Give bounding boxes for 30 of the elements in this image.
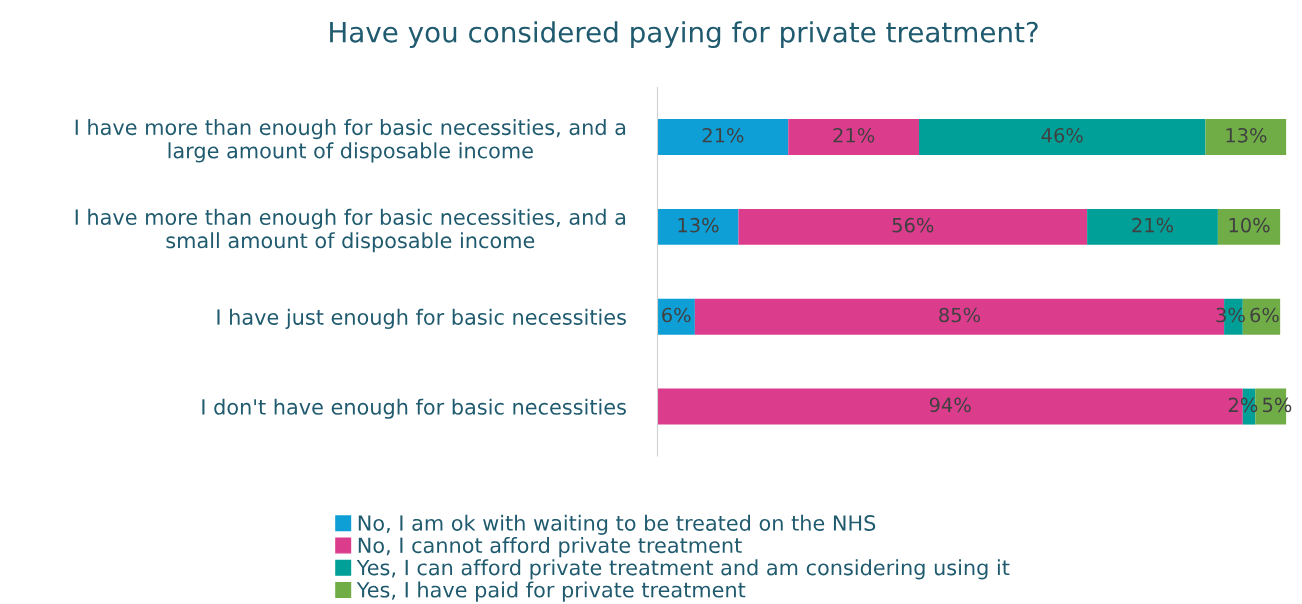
bar [1217,208,1281,245]
data-label: 13% [678,217,719,233]
data-label: 6% [662,307,691,323]
data-label: 2% [1228,397,1258,413]
data-label: 21% [702,127,744,143]
data-label: 56% [892,217,934,233]
legend-label: No, I am ok with waiting to be treated on the NHS [358,514,876,535]
chart-title: Have you considered paying for private treatment? [330,21,1038,49]
data-label: 94% [929,397,971,413]
y-tick-label: I don't have enough for basic necessities [202,398,626,419]
bar [1087,208,1218,245]
bar [919,119,1206,155]
bar [788,119,920,155]
bar [1205,119,1287,155]
legend-label: Yes, I have paid for private treatment [356,581,746,602]
data-label: 21% [833,127,875,143]
y-tick-label: I have more than enough for basic necessities, and a large amount of disposable income [75,119,626,163]
bar [657,119,789,155]
legend-label: Yes, I can afford private treatment and am considering using it [356,559,1010,580]
data-label: 46% [1041,127,1083,143]
data-label: 13% [1226,127,1267,143]
data-label: 21% [1132,217,1174,233]
data-label: 10% [1229,217,1270,233]
bar [738,208,1088,245]
legend-label: No, I cannot afford private treatment [358,537,742,558]
data-label: 6% [1250,307,1279,323]
y-tick-label: I have more than enough for basic necessities, and a small amount of disposable income [75,208,626,253]
data-label: 85% [939,307,981,323]
bar [657,208,739,245]
y-tick-label: I have just enough for basic necessities [217,308,626,329]
